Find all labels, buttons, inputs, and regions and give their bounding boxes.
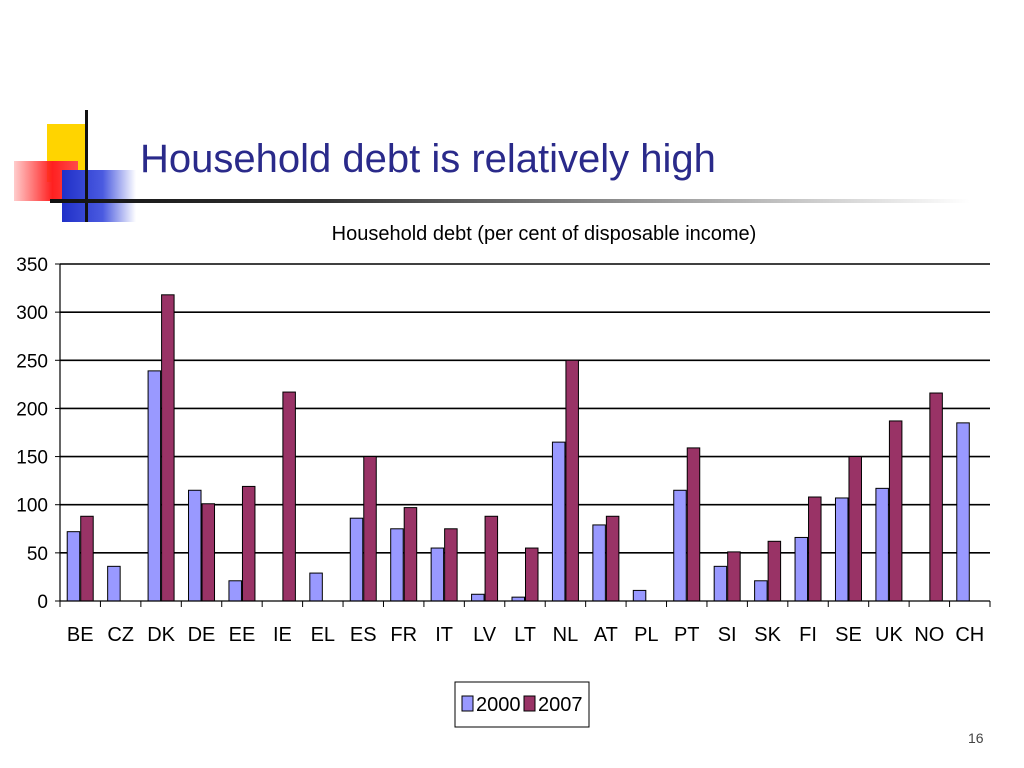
bars xyxy=(66,294,970,602)
x-tick-label: LV xyxy=(473,624,497,646)
x-tick-label: LT xyxy=(514,624,536,646)
bar-2007-NL xyxy=(565,359,579,602)
decorative-blue-square xyxy=(62,170,136,222)
legend-swatch xyxy=(461,695,474,712)
slide-title: Household debt is relatively high xyxy=(140,137,716,181)
page-number: 16 xyxy=(968,730,984,746)
bar-2007-AT xyxy=(605,515,620,602)
bar-2000-ES xyxy=(349,517,364,602)
chart-title: Household debt (per cent of disposable i… xyxy=(331,223,757,245)
bar-2000-EE xyxy=(228,580,242,602)
bar-2007-PT xyxy=(686,447,701,602)
x-tick-label: IT xyxy=(435,624,453,646)
bar-2007-FI xyxy=(808,496,822,602)
bar-2007-LV xyxy=(484,515,499,602)
bar-2007-SE xyxy=(848,456,862,602)
bar-2000-CZ xyxy=(107,565,121,602)
x-tick-label: SE xyxy=(835,624,862,646)
title-underline xyxy=(50,199,970,203)
legend-label: 2007 xyxy=(538,694,583,716)
x-tick-label: EE xyxy=(229,624,256,646)
x-tick-label: EL xyxy=(311,624,335,646)
bar-2007-ES xyxy=(363,456,377,602)
x-tick-label: AT xyxy=(594,624,618,646)
bar-2007-DE xyxy=(201,503,216,602)
bar-2000-NL xyxy=(551,441,566,602)
legend: 2000 2007 xyxy=(454,681,590,728)
bar-2007-IE xyxy=(282,391,296,602)
x-tick-label: NL xyxy=(553,624,579,646)
bar-2000-PL xyxy=(632,589,647,602)
bar-2000-SI xyxy=(713,565,728,602)
x-tick-label: DE xyxy=(188,624,216,646)
y-tick-label: 250 xyxy=(16,351,48,372)
x-tick-label: UK xyxy=(875,624,903,646)
x-tick-label: NO xyxy=(914,624,944,646)
bar-2000-DK xyxy=(147,370,162,602)
bar-2007-IT xyxy=(444,528,458,602)
bar-2000-IT xyxy=(430,547,445,602)
bar-2007-FR xyxy=(403,507,418,602)
y-tick-label: 0 xyxy=(37,592,48,613)
x-tick-label: PT xyxy=(674,624,700,646)
bar-2007-SI xyxy=(727,551,741,602)
bar-2000-LV xyxy=(471,593,485,602)
y-tick-label: 300 xyxy=(16,303,48,324)
bar-2000-AT xyxy=(592,524,606,602)
x-tick-label: PL xyxy=(634,624,658,646)
bar-2007-EE xyxy=(241,485,256,602)
bar-2000-PT xyxy=(673,489,687,602)
x-tick-label: DK xyxy=(147,624,175,646)
bar-2007-SK xyxy=(767,540,782,602)
x-tick-label: FI xyxy=(799,624,817,646)
x-tick-label: SI xyxy=(718,624,737,646)
x-tick-label: CZ xyxy=(107,624,134,646)
x-tick-label: IE xyxy=(273,624,292,646)
bar-2007-UK xyxy=(888,420,903,602)
decorative-vertical-line xyxy=(85,110,88,222)
axes: 0 50 100 150 200 250 300 350 BE CZ DK DE EE IE EL ES FR I… xyxy=(16,255,991,646)
x-tick-label: SK xyxy=(754,624,781,646)
bar-2000-EL xyxy=(309,572,323,602)
bar-2007-NO xyxy=(929,392,943,602)
x-tick-label: FR xyxy=(390,624,417,646)
bar-2000-SK xyxy=(754,580,768,602)
bar-2000-FI xyxy=(794,536,809,602)
y-tick-label: 50 xyxy=(27,544,48,565)
legend-swatch xyxy=(523,695,536,712)
legend-box xyxy=(454,681,590,728)
y-tick-label: 200 xyxy=(16,399,48,420)
y-tick-label: 350 xyxy=(16,255,48,276)
bar-2000-DE xyxy=(188,489,202,602)
y-tick-label: 150 xyxy=(16,448,48,469)
bar-2000-BE xyxy=(66,531,81,602)
bar-chart: 0 50 100 150 200 250 300 350 BE CZ DK DE EE IE EL ES FR I… xyxy=(16,255,991,728)
bar-2007-BE xyxy=(80,515,94,602)
bar-2007-LT xyxy=(525,547,539,602)
x-tick-label: BE xyxy=(67,624,94,646)
x-tick-label: ES xyxy=(350,624,377,646)
bar-2000-CH xyxy=(956,422,970,602)
bar-2000-FR xyxy=(390,528,404,602)
y-tick-label: 100 xyxy=(16,496,48,517)
bar-2007-DK xyxy=(161,294,175,602)
bar-2000-UK xyxy=(875,487,889,602)
bar-2000-SE xyxy=(834,497,849,602)
x-tick-label: CH xyxy=(955,624,984,646)
legend-label: 2000 xyxy=(476,694,521,716)
